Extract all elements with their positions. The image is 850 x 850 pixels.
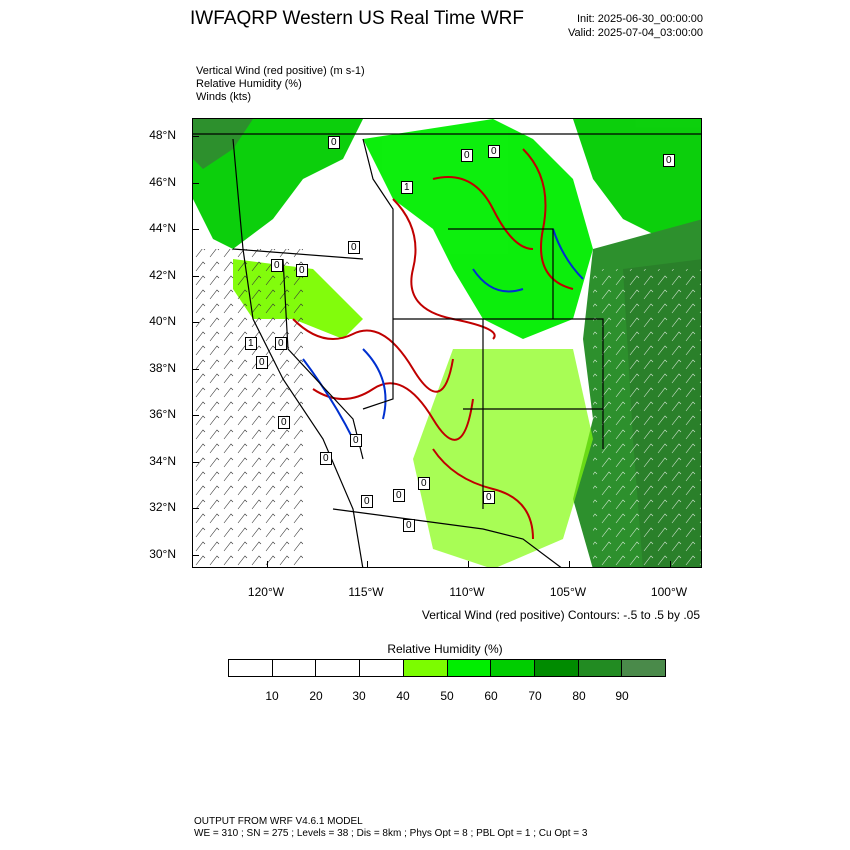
colorbar-swatch: [491, 660, 535, 676]
map-graphic: [193, 119, 701, 567]
lat-tick: [193, 229, 199, 230]
colorbar-title: Relative Humidity (%): [387, 642, 503, 656]
lon-tick: [267, 561, 268, 567]
colorbar-label: 90: [615, 689, 629, 703]
contour-label: 0: [403, 519, 415, 532]
contour-label: 0: [348, 241, 360, 254]
colorbar: [228, 659, 666, 677]
contour-label: 0: [483, 491, 495, 504]
footer-model: OUTPUT FROM WRF V4.6.1 MODEL: [194, 816, 363, 827]
contour-label: 0: [271, 259, 283, 272]
colorbar-label: 40: [396, 689, 410, 703]
contour-label: 0: [393, 489, 405, 502]
lat-tick: [193, 415, 199, 416]
footer-config: WE = 310 ; SN = 275 ; Levels = 38 ; Dis …: [194, 828, 588, 839]
lat-tick: [193, 462, 199, 463]
lat-label: 46°N: [149, 175, 176, 189]
colorbar-swatch: [229, 660, 273, 676]
colorbar-label: 20: [309, 689, 323, 703]
lat-label: 38°N: [149, 361, 176, 375]
contour-label: 0: [328, 136, 340, 149]
field-vertical-wind: Vertical Wind (red positive) (m s-1): [196, 65, 365, 77]
contour-label: 0: [256, 356, 268, 369]
colorbar-swatch: [360, 660, 404, 676]
lon-tick: [670, 561, 671, 567]
lon-tick: [569, 561, 570, 567]
init-time: Init: 2025-06-30_00:00:00: [577, 13, 703, 25]
lon-label: 110°W: [449, 585, 485, 599]
lon-label: 120°W: [247, 585, 285, 599]
colorbar-label: 30: [352, 689, 366, 703]
lat-label: 44°N: [149, 221, 176, 235]
lon-label: 115°W: [348, 585, 384, 599]
colorbar-label: 60: [484, 689, 498, 703]
colorbar-label: 70: [528, 689, 542, 703]
contour-label: 0: [350, 434, 362, 447]
contour-label: 0: [278, 416, 290, 429]
lon-label: 105°W: [549, 585, 587, 599]
lat-label: 36°N: [149, 407, 176, 421]
colorbar-swatch: [534, 660, 579, 676]
colorbar-label: 80: [572, 689, 586, 703]
contour-label: 0: [361, 495, 373, 508]
field-winds: Winds (kts): [196, 91, 251, 103]
boundaries: [193, 133, 701, 567]
colorbar-swatch: [447, 660, 492, 676]
valid-time: Valid: 2025-07-04_03:00:00: [568, 27, 703, 39]
contour-label: 0: [296, 264, 308, 277]
colorbar-swatch: [272, 660, 317, 676]
colorbar-label: 50: [440, 689, 454, 703]
colorbar-swatch: [316, 660, 361, 676]
lat-tick: [193, 136, 199, 137]
lon-label: 100°W: [650, 585, 688, 599]
lat-tick: [193, 508, 199, 509]
lat-label: 30°N: [149, 547, 176, 561]
lat-label: 34°N: [149, 454, 176, 468]
lon-tick: [367, 561, 368, 567]
lat-label: 40°N: [149, 314, 176, 328]
contour-label: 0: [663, 154, 675, 167]
lon-tick: [468, 561, 469, 567]
vertical-wind-contours: [292, 148, 584, 540]
field-relative-humidity: Relative Humidity (%): [196, 78, 302, 90]
colorbar-swatch: [403, 660, 448, 676]
contour-label: 1: [245, 337, 257, 350]
plot-title: IWFAQRP Western US Real Time WRF: [190, 8, 524, 29]
lat-tick: [193, 322, 199, 323]
colorbar-label: 10: [265, 689, 279, 703]
lat-label: 42°N: [149, 268, 176, 282]
contour-label: 0: [320, 452, 332, 465]
lat-tick: [193, 276, 199, 277]
lat-label: 48°N: [149, 128, 176, 142]
contour-label: 0: [418, 477, 430, 490]
colorbar-swatch: [578, 660, 623, 676]
lat-tick: [193, 183, 199, 184]
contour-label: 0: [461, 149, 473, 162]
contour-note: Vertical Wind (red positive) Contours: -…: [421, 608, 700, 622]
contour-label: 0: [275, 337, 287, 350]
lat-label: 32°N: [149, 500, 176, 514]
contour-label: 0: [488, 145, 500, 158]
lat-tick: [193, 369, 199, 370]
colorbar-swatch: [622, 660, 666, 676]
contour-label: 1: [401, 181, 413, 194]
lat-tick: [193, 555, 199, 556]
